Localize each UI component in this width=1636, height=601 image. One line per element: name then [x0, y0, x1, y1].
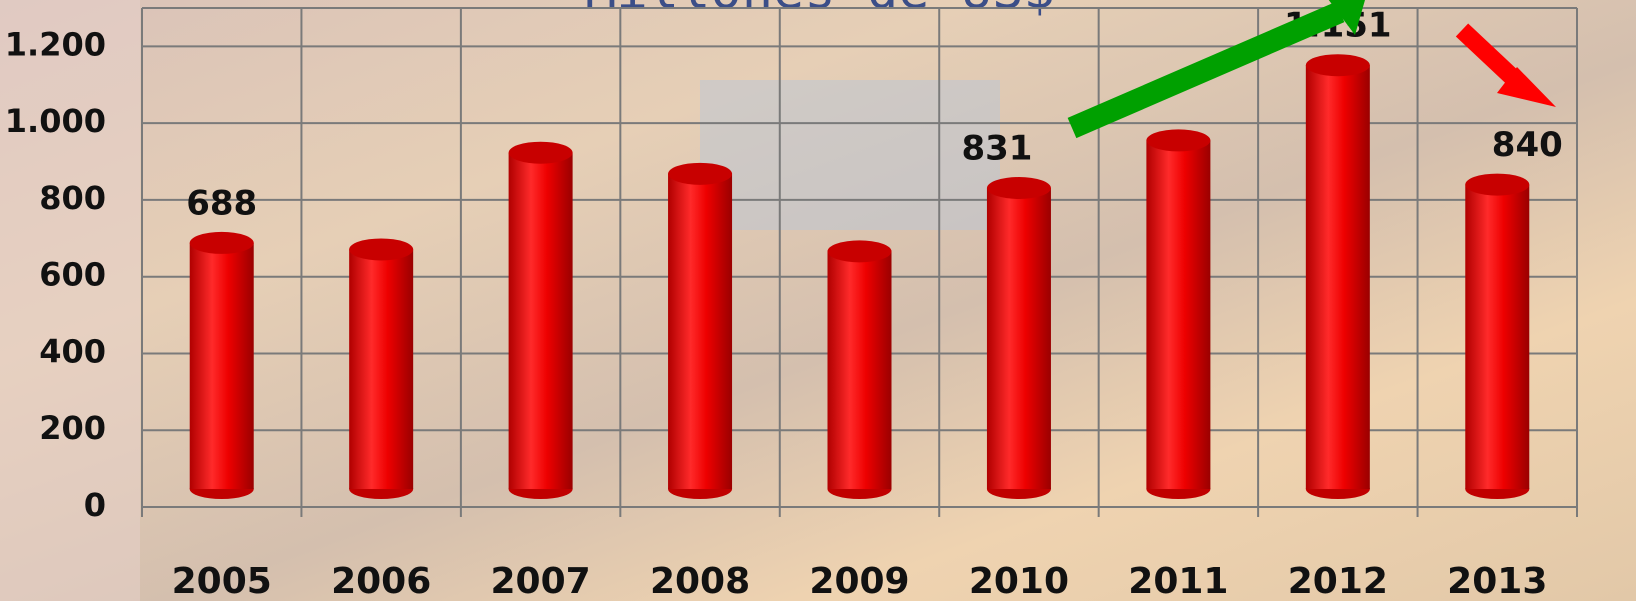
bar-top [1306, 54, 1370, 76]
bar-top [1146, 129, 1210, 151]
x-tick-label: 2010 [969, 561, 1069, 601]
x-tick-label: 2013 [1447, 561, 1547, 601]
bar-top [190, 232, 254, 254]
background-patch [700, 80, 1000, 230]
bar-top [1465, 174, 1529, 196]
chart-title: Millones de US$ [585, 0, 1055, 21]
y-tick-label: 800 [39, 179, 106, 217]
bar [828, 251, 892, 489]
bar [1465, 185, 1529, 489]
background-patch [0, 0, 140, 601]
x-tick-label: 2009 [809, 561, 909, 601]
y-tick-label: 400 [39, 332, 106, 370]
bar-top [668, 163, 732, 185]
y-tick-label: 600 [39, 256, 106, 294]
page: Millones de US$ 0 200 400 600 800 1.000 1.200 2… [0, 0, 1636, 601]
x-tick-label: 2007 [491, 561, 591, 601]
bar-top [509, 142, 573, 164]
data-label: 831 [961, 129, 1032, 169]
bar-top [987, 177, 1051, 199]
y-tick-label: 1.000 [5, 102, 106, 140]
y-tick-label: 1.200 [5, 25, 106, 63]
bar [349, 249, 413, 489]
y-tick-label: 200 [39, 409, 106, 447]
x-tick-label: 2011 [1128, 561, 1228, 601]
x-tick-label: 2005 [172, 561, 272, 601]
bar-top [349, 238, 413, 260]
bar [1146, 140, 1210, 489]
x-tick-label: 2006 [331, 561, 431, 601]
bar [1306, 65, 1370, 489]
bar [987, 188, 1051, 489]
y-tick-label: 0 [84, 486, 106, 524]
bar [190, 243, 254, 489]
bar [509, 153, 573, 489]
chart: Millones de US$ 0 200 400 600 800 1.000 1.200 2… [0, 0, 1636, 601]
data-label: 840 [1492, 125, 1563, 165]
bar-top [828, 240, 892, 262]
x-tick-label: 2008 [650, 561, 750, 601]
bar [668, 174, 732, 489]
data-label: 688 [186, 183, 257, 223]
x-tick-label: 2012 [1288, 561, 1388, 601]
